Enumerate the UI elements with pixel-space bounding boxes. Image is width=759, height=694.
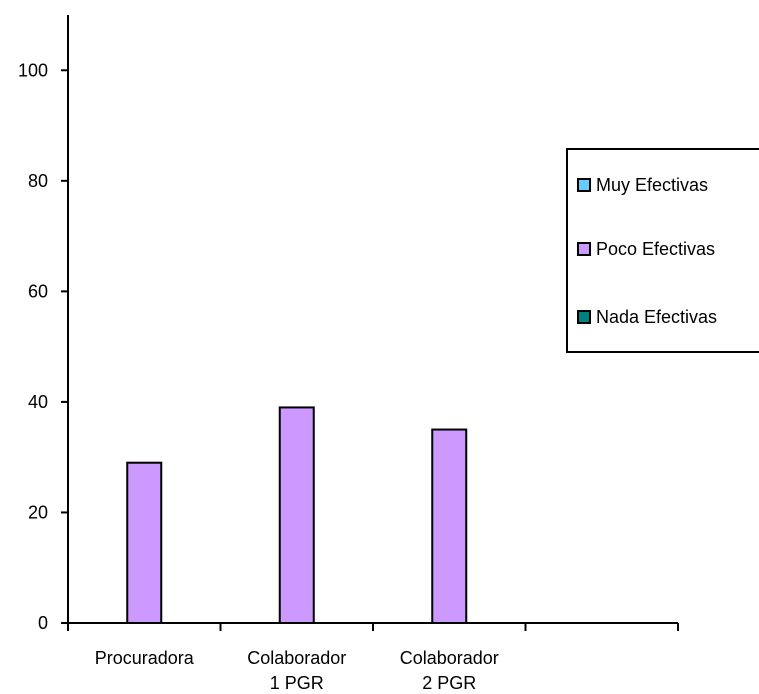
bar [278, 406, 315, 624]
x-tick-label: Colaborador 1 PGR [247, 648, 346, 693]
y-tick-label: 100 [18, 60, 48, 80]
y-tick-label: 0 [38, 613, 48, 633]
legend-label: Poco Efectivas [596, 239, 715, 259]
legend-box [566, 148, 759, 353]
bar [126, 461, 163, 624]
x-tick-label: Colaborador 2 PGR [400, 648, 499, 693]
legend-swatch [577, 178, 591, 192]
legend-label: Nada Efectivas [596, 307, 717, 327]
x-tick-label: Procuradora [95, 648, 195, 668]
y-axis: 0 20 40 60 80 100 [18, 15, 69, 633]
legend-label: Muy Efectivas [596, 175, 708, 195]
y-tick-label: 20 [28, 502, 48, 522]
y-tick-label: 60 [28, 281, 48, 301]
bars [126, 406, 468, 624]
y-tick-label: 80 [28, 171, 48, 191]
bar [431, 428, 468, 624]
legend: Muy Efectivas Poco Efectivas Nada Efectiva… [566, 148, 759, 353]
legend-swatch [577, 242, 591, 256]
x-axis: Procuradora Colaborador 1 PGR Colaborador 2 … [67, 622, 679, 693]
legend-swatch [577, 310, 591, 324]
y-tick-label: 40 [28, 392, 48, 412]
